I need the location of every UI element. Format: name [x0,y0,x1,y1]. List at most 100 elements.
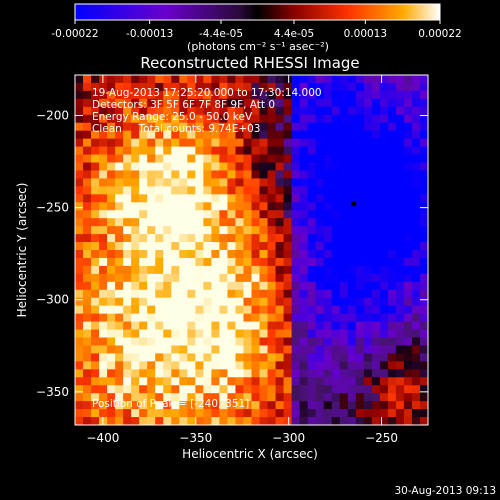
heatmap-cell [243,130,253,140]
heatmap-cell [403,281,413,291]
heatmap-cell [299,90,309,100]
heatmap-cell [235,82,245,92]
heatmap-cell [83,154,92,164]
heatmap-cell [235,130,245,140]
heatmap-cell [99,202,108,211]
heatmap-cell [275,409,285,418]
heatmap-cell [387,305,397,315]
heatmap-cell [291,242,301,251]
heatmap-cell [83,401,92,410]
heatmap-cell [283,218,293,227]
annotation-detectors: Detectors: 3F 5F 6F 7F 8F 9F, Att 0 [92,99,275,111]
heatmap-cell [347,345,357,354]
heatmap-cell [259,273,269,283]
heatmap-cell [291,82,301,92]
heatmap-cell [291,138,301,148]
heatmap-cell [91,353,100,362]
heatmap-cell [179,122,188,132]
heatmap-cell [347,393,357,402]
heatmap-cell [259,114,269,124]
heatmap-cell [283,369,293,378]
heatmap-cell [115,75,124,84]
heatmap-cell [371,210,381,219]
heatmap-cell [187,106,196,116]
heatmap-cell [139,305,148,315]
heatmap-cell [411,154,421,164]
heatmap-cell [187,313,196,323]
heatmap-cell [99,154,108,164]
heatmap-cell [395,361,405,370]
heatmap-cell [75,369,84,378]
heatmap-cell [307,353,317,362]
heatmap-cell [403,345,413,354]
heatmap-cell [171,305,180,315]
heatmap-cell [339,218,349,227]
heatmap-cell [203,106,212,116]
heatmap-cell [275,242,285,251]
heatmap-cell [83,273,92,283]
heatmap-cell [83,170,92,179]
annotation-time: 19-Aug-2013 17:25:20.000 to 17:30:14.000 [92,87,322,99]
heatmap-cell [355,281,365,291]
heatmap-cell [251,329,261,339]
heatmap-cell [107,154,116,164]
heatmap-cell [331,401,341,410]
heatmap-cell [131,417,140,425]
heatmap-cell [211,385,221,394]
heatmap-cell [387,186,397,195]
heatmap-cell [107,146,116,156]
heatmap-cell [419,353,428,362]
heatmap-cell [395,122,405,132]
heatmap-cell [411,345,421,354]
heatmap-cell [99,409,108,418]
heatmap-cell [387,194,397,203]
heatmap-cell [203,321,212,331]
heatmap-cell [283,82,293,92]
heatmap-cell [411,162,421,172]
heatmap-cell [259,122,269,132]
heatmap-cell [235,265,245,275]
heatmap-cell [259,321,269,331]
heatmap-cell [363,138,373,148]
heatmap-cell [75,313,84,323]
heatmap-cell [227,345,237,354]
heatmap-cell [195,90,204,100]
heatmap-cell [259,385,269,394]
heatmap-cell [387,329,397,339]
heatmap-cell [219,170,229,179]
heatmap-cell [235,345,245,354]
heatmap-cell [339,82,349,92]
heatmap-cell [275,369,285,378]
heatmap-cell [123,361,132,370]
heatmap-cell [123,82,132,92]
heatmap-cell [387,178,397,187]
heatmap-cell [171,265,180,275]
heatmap-cell [155,377,164,386]
heatmap-cell [299,114,309,124]
heatmap-cell [91,90,100,100]
heatmap-cell [91,162,100,172]
heatmap-cell [267,385,277,394]
heatmap-cell [315,90,325,100]
heatmap-cell [147,265,156,275]
heatmap-cell [171,329,180,339]
heatmap-cell [99,98,108,108]
heatmap-cell [179,297,188,307]
heatmap-cell [243,82,253,92]
heatmap-cell [403,234,413,243]
heatmap-cell [347,257,357,267]
heatmap-cell [115,210,124,219]
heatmap-cell [339,186,349,195]
heatmap-cell [211,130,221,140]
heatmap-cell [115,170,124,179]
heatmap-cell [139,313,148,323]
heatmap-cell [75,98,84,108]
heatmap-cell [387,202,397,211]
heatmap-cell [243,273,253,283]
heatmap-cell [395,242,405,251]
heatmap-cell [99,257,108,267]
heatmap-cell [75,186,84,195]
heatmap-cell [83,234,92,243]
heatmap-cell [251,162,261,172]
heatmap-cell [107,305,116,315]
